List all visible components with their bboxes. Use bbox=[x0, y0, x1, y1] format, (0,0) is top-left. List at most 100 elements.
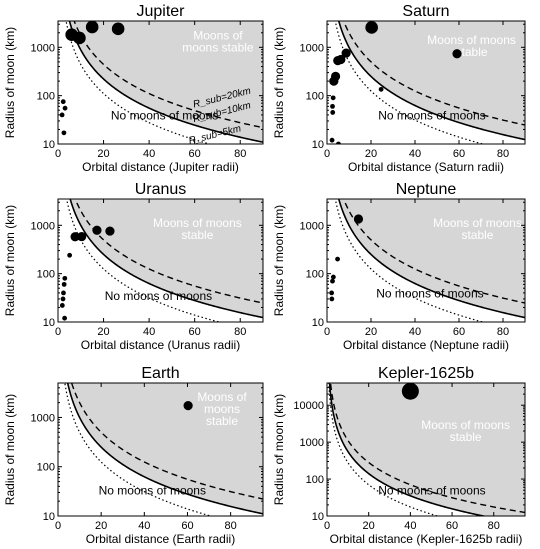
x-tick-label: 40 bbox=[143, 148, 155, 160]
no-moons-label: No moons of moons bbox=[111, 108, 218, 122]
moon-point bbox=[329, 137, 335, 143]
x-tick-label: 0 bbox=[55, 326, 61, 338]
curve-20km bbox=[73, 21, 263, 129]
x-tick-label: 80 bbox=[234, 326, 246, 338]
x-tick-label: 20 bbox=[95, 520, 107, 532]
y-tick-label: 10 bbox=[43, 317, 55, 329]
curve-10km bbox=[68, 21, 263, 143]
plot-frame bbox=[326, 382, 526, 517]
panel-title: Saturn bbox=[402, 3, 449, 20]
x-tick-label: 80 bbox=[497, 148, 509, 160]
panel-kepler-1625b: Moons of moons stable No moons of moons 0 20… bbox=[272, 365, 526, 546]
x-tick-label: 80 bbox=[488, 520, 500, 532]
y-tick-label: 1000 bbox=[31, 42, 55, 54]
no-moons-label: No moons of moons bbox=[376, 286, 483, 300]
panel-saturn: Moons of moons stable No moons of moons 0 20… bbox=[272, 3, 526, 174]
moon-point bbox=[365, 21, 378, 34]
stable-region bbox=[338, 21, 525, 140]
y-tick-label: 100 bbox=[37, 269, 55, 281]
moon-point bbox=[330, 95, 336, 101]
y-tick-label: 100 bbox=[306, 269, 324, 281]
moon-point bbox=[111, 22, 125, 36]
moon-point bbox=[341, 48, 351, 58]
y-axis-label: Radius of moon (km) bbox=[272, 205, 286, 316]
plot-frame bbox=[57, 382, 264, 517]
moon-point bbox=[61, 290, 66, 296]
y-tick-label: 10000 bbox=[293, 400, 324, 412]
x-tick-label: 60 bbox=[453, 148, 465, 160]
curve-10km bbox=[69, 199, 263, 319]
x-tick-label: 0 bbox=[55, 148, 61, 160]
no-moons-label: No moons of moons bbox=[105, 289, 212, 303]
x-tick-label: 20 bbox=[97, 148, 109, 160]
moon-point bbox=[330, 278, 335, 284]
moon-point bbox=[60, 99, 66, 105]
x-tick-label: 80 bbox=[225, 520, 237, 532]
moon-point bbox=[62, 315, 68, 321]
y-axis-label: Radius of moon (km) bbox=[3, 205, 17, 316]
panel-neptune: Moons of moons stable No moons of moons 0 20… bbox=[272, 181, 526, 352]
x-tick-label: 80 bbox=[497, 326, 509, 338]
panel-uranus: Moons of moons stable No moons of moons 0 20… bbox=[3, 181, 264, 352]
x-axis-label: Orbital distance (Jupiter radii) bbox=[82, 160, 239, 174]
curve-10km bbox=[66, 383, 263, 515]
curve-10km bbox=[337, 21, 525, 141]
moon-point bbox=[401, 383, 419, 400]
plot-frame bbox=[326, 198, 526, 323]
stable-region bbox=[70, 199, 263, 318]
moon-point bbox=[378, 86, 384, 92]
panel-title: Uranus bbox=[135, 181, 187, 198]
x-axis-label: Orbital distance (Earth radii) bbox=[86, 532, 235, 546]
moon-point bbox=[70, 232, 80, 242]
x-axis-label: Orbital distance (Neptune radii) bbox=[343, 338, 509, 352]
x-tick-label: 20 bbox=[365, 326, 377, 338]
stable-region bbox=[67, 383, 263, 514]
y-tick-label: 100 bbox=[306, 91, 324, 103]
curve-10km bbox=[328, 383, 488, 516]
x-tick-label: 20 bbox=[365, 148, 377, 160]
x-tick-label: 0 bbox=[324, 326, 330, 338]
no-moons-label: No moons of moons bbox=[99, 484, 206, 498]
curve-20km bbox=[342, 21, 525, 126]
x-tick-label: 60 bbox=[181, 520, 193, 532]
x-tick-label: 40 bbox=[404, 520, 416, 532]
x-axis-label: Orbital distance (Uranus radii) bbox=[81, 338, 240, 352]
y-axis-label: Radius of moon (km) bbox=[272, 27, 286, 138]
moon-point bbox=[330, 71, 341, 82]
x-tick-label: 40 bbox=[409, 148, 421, 160]
y-axis-label: Radius of moon (km) bbox=[272, 394, 286, 505]
stable-region bbox=[69, 21, 263, 143]
moon-point bbox=[183, 401, 193, 411]
y-axis-label: Radius of moon (km) bbox=[3, 394, 17, 505]
y-tick-label: 10 bbox=[43, 139, 55, 151]
moon-point bbox=[336, 54, 346, 65]
y-tick-label: 1000 bbox=[31, 220, 55, 232]
moon-point bbox=[61, 281, 67, 287]
y-tick-label: 100 bbox=[306, 474, 324, 486]
y-tick-label: 1000 bbox=[300, 437, 324, 449]
x-tick-label: 40 bbox=[143, 326, 155, 338]
x-tick-label: 60 bbox=[453, 326, 465, 338]
moon-point bbox=[329, 296, 335, 302]
x-tick-label: 0 bbox=[55, 520, 61, 532]
x-axis-label: Orbital distance (Kepler-1625b radii) bbox=[330, 532, 523, 546]
panel-title: Earth bbox=[141, 365, 179, 382]
moon-point bbox=[77, 231, 87, 242]
x-tick-label: 60 bbox=[446, 520, 458, 532]
moon-point bbox=[353, 214, 364, 224]
moon-point bbox=[330, 274, 336, 280]
moon-point bbox=[59, 112, 65, 118]
moon-point bbox=[61, 130, 67, 136]
y-tick-label: 1000 bbox=[31, 412, 55, 424]
panel-title: Kepler-1625b bbox=[378, 365, 474, 382]
y-tick-label: 10 bbox=[312, 317, 324, 329]
moon-point bbox=[60, 296, 66, 302]
panel-title: Jupiter bbox=[136, 3, 185, 20]
moon-point bbox=[73, 31, 86, 45]
y-tick-label: 10 bbox=[312, 139, 324, 151]
moon-point bbox=[105, 226, 115, 236]
x-tick-label: 40 bbox=[138, 520, 150, 532]
x-tick-label: 0 bbox=[324, 148, 330, 160]
moon-point bbox=[329, 290, 335, 296]
x-tick-label: 0 bbox=[324, 520, 330, 532]
